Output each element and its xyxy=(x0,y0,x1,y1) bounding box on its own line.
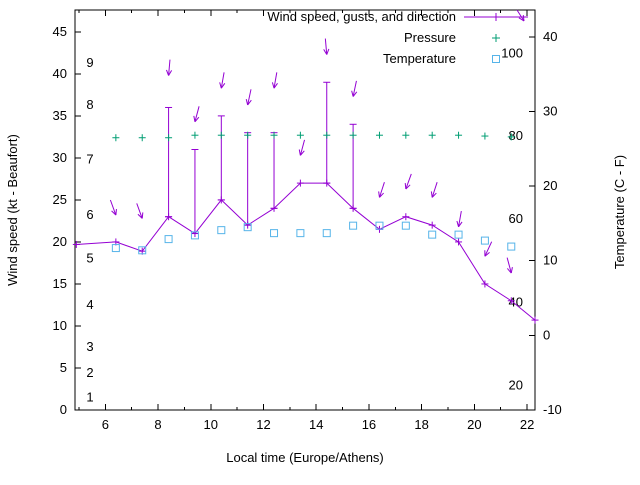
svg-text:15: 15 xyxy=(53,276,67,291)
svg-text:40: 40 xyxy=(543,29,557,44)
axes xyxy=(75,10,535,410)
svg-text:30: 30 xyxy=(543,103,557,118)
svg-text:100: 100 xyxy=(501,45,523,60)
svg-text:9: 9 xyxy=(86,55,93,70)
svg-text:-10: -10 xyxy=(543,402,562,417)
svg-text:40: 40 xyxy=(53,66,67,81)
x-axis-title: Local time (Europe/Athens) xyxy=(226,450,384,465)
svg-text:2: 2 xyxy=(86,365,93,380)
svg-text:60: 60 xyxy=(509,211,523,226)
svg-text:7: 7 xyxy=(86,152,93,167)
svg-text:80: 80 xyxy=(509,128,523,143)
svg-text:18: 18 xyxy=(414,417,428,432)
svg-text:20: 20 xyxy=(509,377,523,392)
svg-text:5: 5 xyxy=(60,360,67,375)
legend-label-wind: Wind speed, gusts, and direction xyxy=(267,9,456,24)
svg-text:8: 8 xyxy=(154,417,161,432)
y-right-axis-title: Temperature (C - F) xyxy=(612,155,627,269)
svg-text:5: 5 xyxy=(86,251,93,266)
svg-text:30: 30 xyxy=(53,150,67,165)
svg-text:8: 8 xyxy=(86,97,93,112)
svg-text:0: 0 xyxy=(543,327,550,342)
svg-text:20: 20 xyxy=(543,178,557,193)
svg-text:35: 35 xyxy=(53,108,67,123)
beaufort-scale-labels: 1 2 3 4 5 6 7 8 9 xyxy=(86,55,93,404)
wind-series xyxy=(73,82,539,323)
svg-text:20: 20 xyxy=(53,234,67,249)
legend-label-pressure: Pressure xyxy=(404,30,456,45)
svg-text:6: 6 xyxy=(102,417,109,432)
svg-text:10: 10 xyxy=(53,318,67,333)
svg-text:0: 0 xyxy=(60,402,67,417)
svg-text:16: 16 xyxy=(362,417,376,432)
svg-text:25: 25 xyxy=(53,192,67,207)
svg-text:45: 45 xyxy=(53,24,67,39)
svg-text:10: 10 xyxy=(204,417,218,432)
pressure-series xyxy=(112,132,514,142)
axis-titles: Wind speed (kt - Beaufort) Temperature (C… xyxy=(5,134,627,465)
svg-text:20: 20 xyxy=(467,417,481,432)
svg-text:14: 14 xyxy=(309,417,323,432)
svg-text:3: 3 xyxy=(86,339,93,354)
y-left-axis-title: Wind speed (kt - Beaufort) xyxy=(5,134,20,286)
fahrenheit-scale-labels: 20 40 60 80 100 xyxy=(501,45,523,392)
svg-text:1: 1 xyxy=(86,389,93,404)
svg-text:40: 40 xyxy=(509,295,523,310)
legend: Wind speed, gusts, and direction Pressure… xyxy=(267,9,528,66)
svg-text:12: 12 xyxy=(256,417,270,432)
legend-label-temperature: Temperature xyxy=(383,51,456,66)
svg-text:4: 4 xyxy=(86,297,93,312)
temperature-series xyxy=(112,222,514,254)
svg-text:22: 22 xyxy=(520,417,534,432)
svg-text:6: 6 xyxy=(86,207,93,222)
svg-text:10: 10 xyxy=(543,253,557,268)
